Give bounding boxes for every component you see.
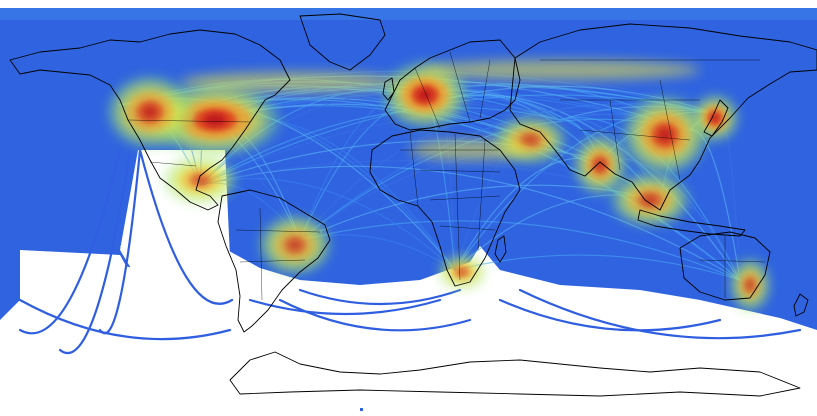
route-arc xyxy=(299,220,741,281)
route-arc xyxy=(498,298,722,332)
south-america-outline xyxy=(217,189,331,333)
route-arc xyxy=(18,148,122,335)
route-arc xyxy=(454,254,741,281)
route-arc xyxy=(199,165,741,281)
heat-spot-mexico-caribbean xyxy=(193,175,207,185)
heat-spot-east-asia xyxy=(657,127,673,143)
route-arc xyxy=(138,148,234,305)
indonesia-outline xyxy=(637,209,746,237)
route-arc xyxy=(58,148,132,355)
africa-outline xyxy=(369,129,521,287)
heat-spot-eastern-australia xyxy=(746,280,754,290)
route-arc xyxy=(439,94,661,201)
route-arc xyxy=(299,184,661,241)
heat-corridor xyxy=(180,72,400,92)
country-borders xyxy=(127,51,766,301)
route-arc xyxy=(18,298,232,341)
route-arc xyxy=(199,107,561,186)
heat-layer xyxy=(108,60,770,311)
coastlines xyxy=(9,13,817,397)
uk-outline xyxy=(382,77,395,101)
heat-spot-southeast-asia xyxy=(642,195,658,205)
asia-outline xyxy=(509,23,817,211)
heat-spot-eastern-united-states xyxy=(203,113,227,127)
route-arc xyxy=(298,288,462,306)
route-arc xyxy=(248,298,442,316)
antarctica-outline xyxy=(229,351,801,397)
madagascar-outline xyxy=(494,235,507,263)
heat-spot-western-united-states xyxy=(142,105,158,119)
heat-spot-southern-africa xyxy=(457,269,467,275)
heat-corridor xyxy=(420,60,700,80)
heat-spot-middle-east xyxy=(523,135,537,145)
north-america-outline xyxy=(9,29,291,211)
new-zealand-outline xyxy=(793,293,809,317)
heat-spot-western-europe xyxy=(417,89,433,101)
japan-outline xyxy=(703,99,729,137)
route-arc xyxy=(518,288,802,340)
stray-pixel xyxy=(360,408,363,411)
route-arc xyxy=(278,298,472,332)
greenland-outline xyxy=(299,13,386,71)
australia-outline xyxy=(679,231,771,301)
heat-spot-india xyxy=(595,159,605,171)
route-arc xyxy=(299,114,561,241)
heat-spot-brazil xyxy=(288,239,302,251)
